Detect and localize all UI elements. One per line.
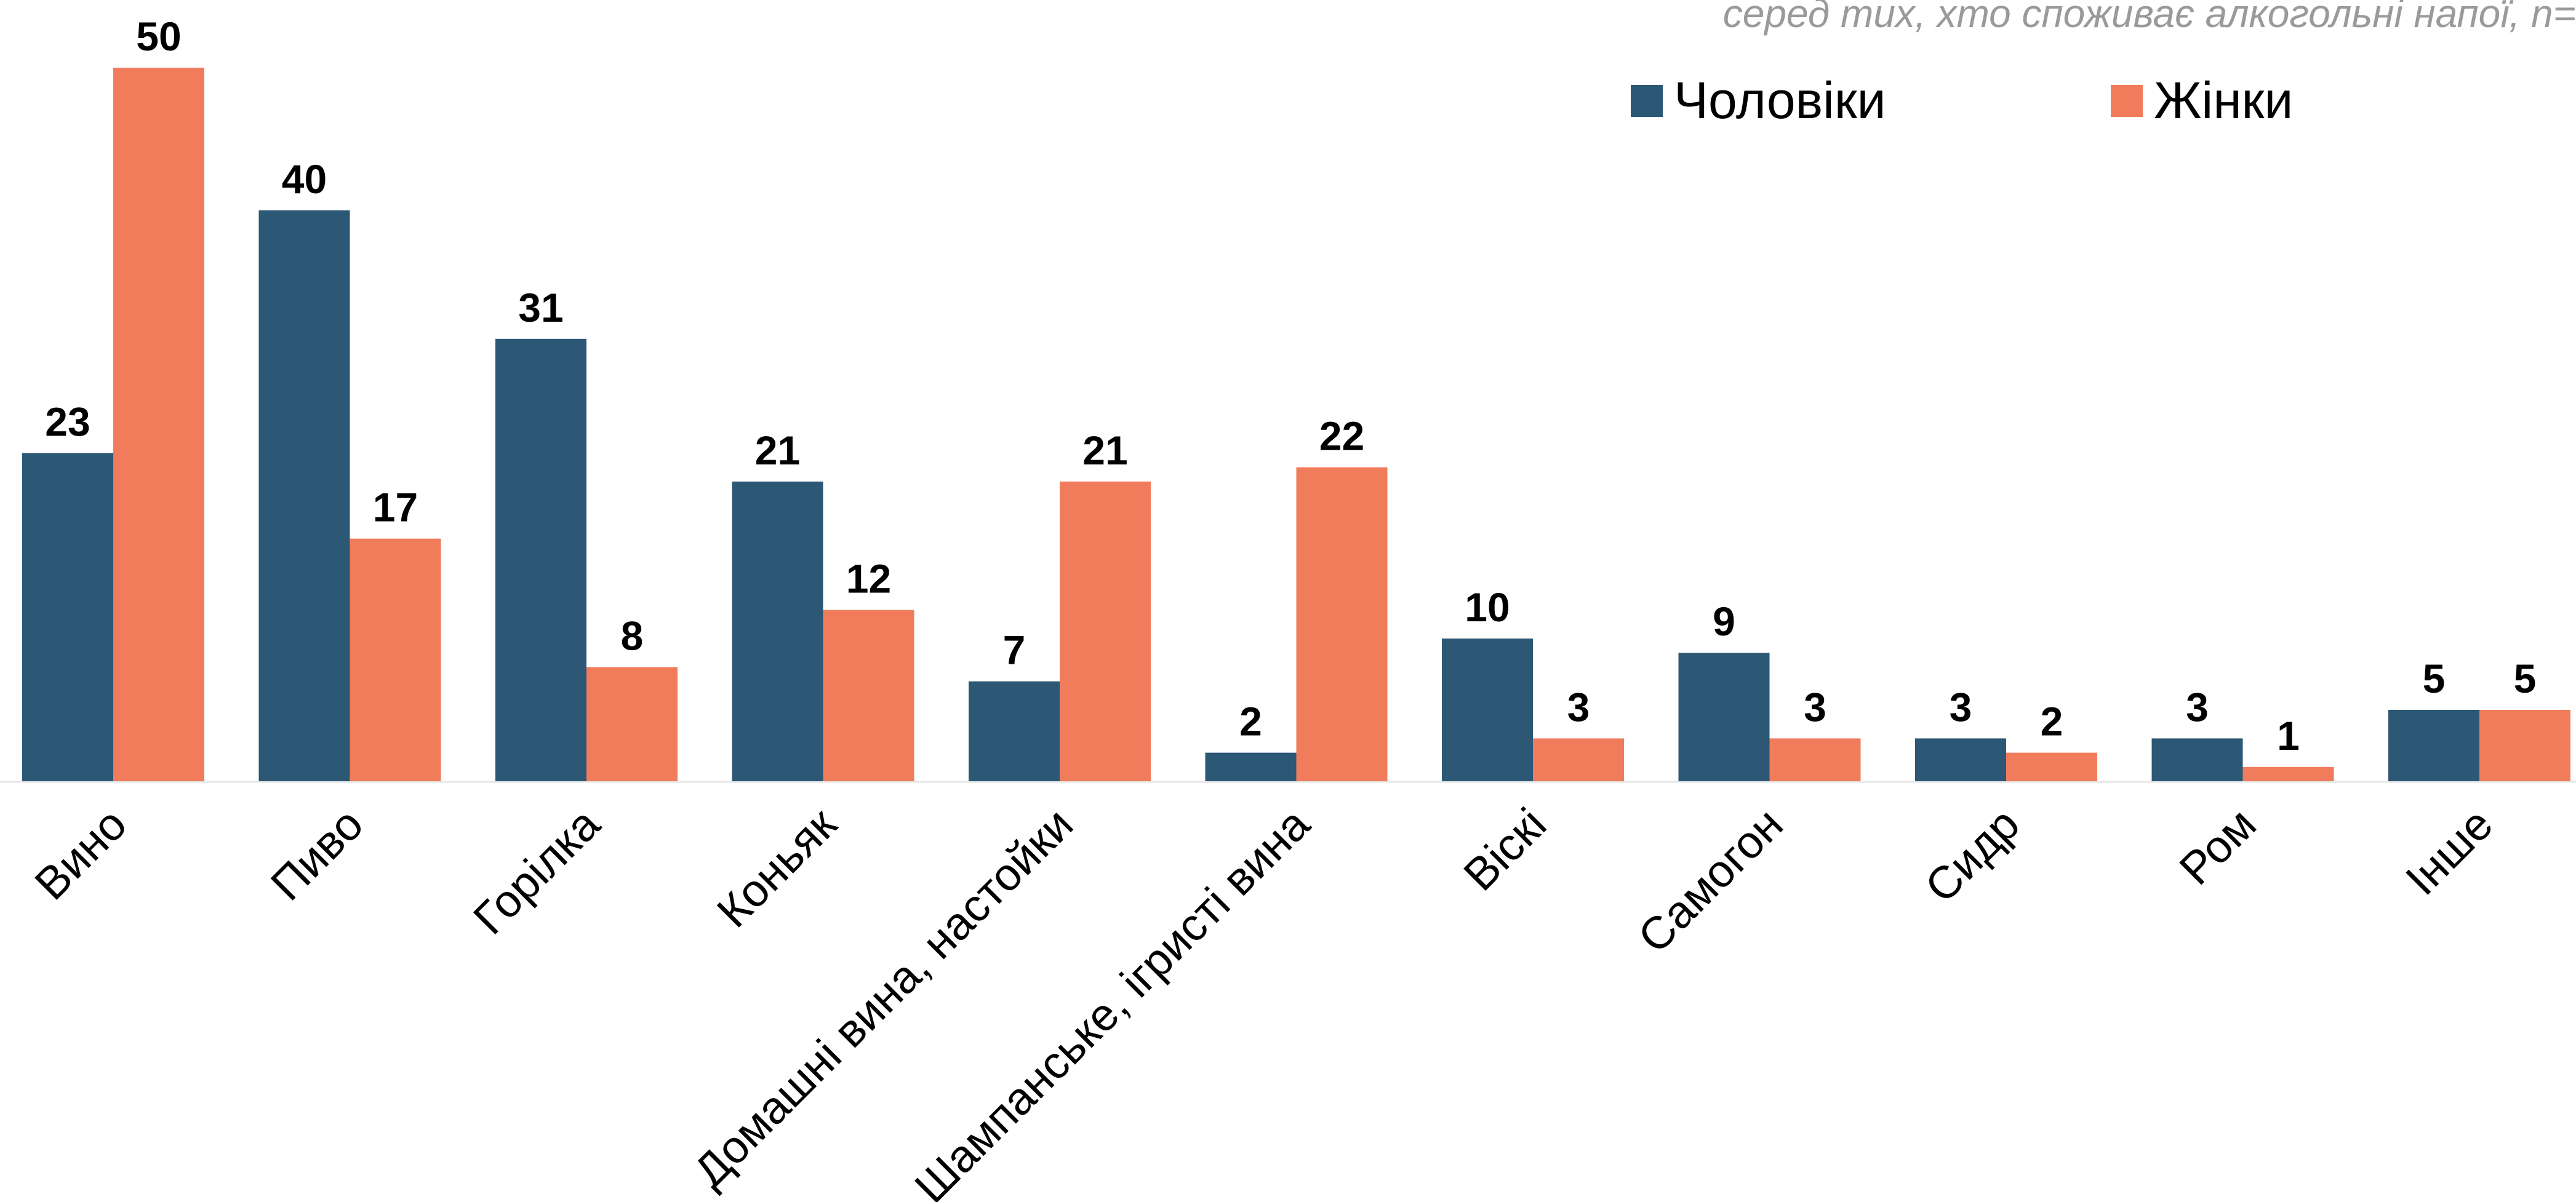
data-label: 3 (1950, 684, 1972, 730)
category-label: Вино (25, 798, 136, 910)
data-label: 40 (282, 156, 327, 202)
data-label: 17 (373, 485, 418, 530)
bar-men (2388, 710, 2479, 781)
data-label: 5 (2514, 656, 2537, 701)
bar-women (1060, 481, 1151, 781)
legend-label-men: Чоловіки (1674, 71, 1886, 129)
bar-women (823, 610, 914, 781)
bar-women (350, 538, 441, 781)
bar-women (1769, 738, 1861, 781)
category-label: Самогон (1628, 798, 1793, 963)
data-label: 5 (2423, 656, 2446, 701)
legend-swatch-men (1631, 85, 1663, 117)
category-label: Ром (2169, 798, 2265, 894)
bar-women (586, 667, 678, 781)
bar-men (1678, 653, 1770, 781)
data-label: 2 (2041, 699, 2063, 744)
legend-swatch-women (2111, 85, 2143, 117)
data-label: 3 (1804, 684, 1826, 730)
legend: Чоловіки Жінки (1631, 71, 2293, 129)
category-label: Пиво (261, 798, 373, 910)
category-label: Віскі (1454, 798, 1556, 901)
bars-group (22, 68, 2570, 781)
data-label: 1 (2277, 713, 2300, 758)
bar-women (2006, 752, 2097, 781)
bar-men (1205, 752, 1297, 781)
legend-label-women: Жінки (2154, 71, 2293, 129)
bar-women (2479, 710, 2570, 781)
data-label: 3 (1567, 684, 1590, 730)
data-label: 22 (1319, 413, 1364, 459)
data-label: 21 (1082, 428, 1127, 473)
bar-men (258, 210, 350, 781)
bar-men (2151, 738, 2243, 781)
bar-women (1296, 467, 1388, 781)
data-label: 21 (755, 428, 800, 473)
bar-men (495, 338, 586, 781)
bar-men (732, 481, 823, 781)
data-label: 9 (1713, 599, 1735, 644)
data-label: 3 (2186, 684, 2209, 730)
bar-women (2242, 766, 2334, 781)
bar-men (22, 453, 113, 781)
bar-women (113, 68, 204, 781)
category-label: Шампанське, ігристі вина (905, 798, 1319, 1202)
data-label: 31 (518, 285, 563, 330)
data-label: 7 (1003, 627, 1026, 673)
data-label: 23 (45, 399, 90, 444)
category-label: Сидр (1915, 798, 2029, 912)
bar-men (1442, 639, 1533, 781)
category-label: Горілка (463, 798, 610, 944)
data-label: 50 (136, 14, 181, 59)
data-label: 2 (1239, 699, 1262, 744)
bar-men (969, 681, 1060, 781)
data-label: 12 (846, 556, 891, 602)
bar-women (1533, 738, 1624, 781)
category-label: Домашні вина, настойки (684, 798, 1082, 1197)
bar-men (1915, 738, 2006, 781)
data-label: 8 (621, 613, 644, 658)
category-label: Інше (2396, 798, 2502, 905)
category-label: Коньяк (707, 798, 846, 937)
data-label: 10 (1465, 584, 1510, 630)
chart-subtitle: серед тих, хто споживає алкогольні напої… (1723, 0, 2576, 36)
